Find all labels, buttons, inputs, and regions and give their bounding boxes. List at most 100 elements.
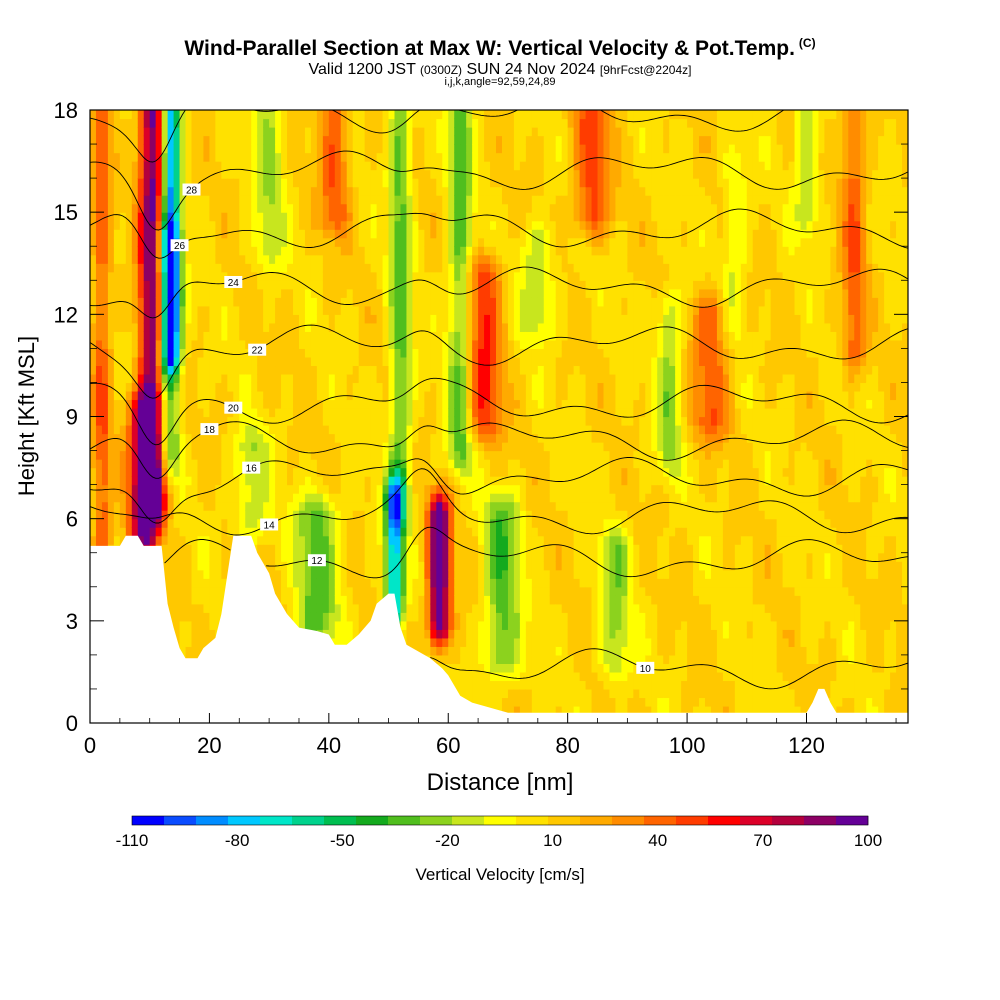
w-cell bbox=[376, 459, 384, 469]
w-cell bbox=[221, 433, 228, 443]
w-cell bbox=[185, 144, 193, 154]
w-cell bbox=[340, 484, 348, 494]
w-cell bbox=[275, 297, 282, 307]
w-cell bbox=[460, 254, 467, 264]
w-cell bbox=[454, 578, 461, 588]
w-cell bbox=[251, 246, 258, 256]
w-cell bbox=[346, 135, 354, 145]
w-cell bbox=[460, 305, 467, 315]
w-cell bbox=[406, 425, 414, 435]
w-cell bbox=[496, 169, 503, 179]
w-cell bbox=[418, 305, 425, 315]
w-cell bbox=[478, 169, 485, 179]
w-cell bbox=[161, 152, 169, 162]
w-cell bbox=[287, 161, 294, 171]
w-cell bbox=[346, 518, 354, 528]
w-cell bbox=[239, 305, 246, 315]
w-cell bbox=[478, 442, 485, 452]
w-cell bbox=[334, 161, 342, 171]
w-cell bbox=[340, 246, 348, 256]
w-cell bbox=[328, 212, 336, 222]
w-cell bbox=[221, 476, 228, 486]
w-cell bbox=[394, 280, 402, 290]
w-cell bbox=[352, 493, 360, 503]
w-cell bbox=[406, 399, 414, 409]
w-cell bbox=[322, 484, 330, 494]
w-cell bbox=[406, 603, 414, 613]
w-cell bbox=[472, 348, 479, 358]
w-cell bbox=[298, 433, 306, 443]
w-cell bbox=[215, 110, 222, 120]
w-cell bbox=[430, 127, 437, 137]
w-cell bbox=[298, 356, 306, 367]
w-cell bbox=[358, 484, 366, 494]
w-cell bbox=[454, 399, 461, 409]
w-cell bbox=[412, 152, 419, 162]
w-cell bbox=[501, 629, 509, 639]
w-cell bbox=[394, 356, 402, 367]
w-cell bbox=[90, 186, 97, 196]
w-cell bbox=[215, 297, 222, 307]
w-cell bbox=[131, 152, 139, 162]
w-cell bbox=[155, 144, 163, 154]
w-cell bbox=[442, 552, 449, 562]
w-cell bbox=[95, 203, 103, 213]
w-cell bbox=[478, 348, 485, 358]
w-cell bbox=[364, 339, 372, 349]
w-cell bbox=[364, 578, 372, 588]
w-cell bbox=[95, 246, 103, 256]
w-cell bbox=[197, 356, 205, 367]
w-cell bbox=[95, 501, 103, 511]
w-cell bbox=[179, 297, 187, 307]
w-cell bbox=[304, 280, 312, 290]
w-cell bbox=[490, 118, 497, 128]
w-cell bbox=[388, 425, 396, 435]
w-cell bbox=[316, 314, 324, 324]
w-cell bbox=[484, 586, 491, 596]
w-cell bbox=[412, 433, 419, 443]
w-cell bbox=[203, 416, 211, 426]
w-cell bbox=[448, 510, 455, 520]
w-cell bbox=[161, 535, 169, 545]
w-cell bbox=[340, 578, 348, 588]
w-cell bbox=[472, 356, 479, 367]
w-cell bbox=[125, 144, 133, 154]
w-cell bbox=[370, 220, 378, 230]
w-cell bbox=[352, 186, 360, 196]
w-cell bbox=[490, 442, 497, 452]
w-cell bbox=[173, 459, 181, 469]
w-cell bbox=[460, 110, 467, 120]
w-cell bbox=[328, 314, 336, 324]
w-cell bbox=[490, 501, 497, 511]
w-cell bbox=[310, 603, 318, 613]
w-cell bbox=[113, 271, 121, 281]
w-cell bbox=[436, 322, 443, 332]
w-cell bbox=[107, 535, 115, 545]
w-cell bbox=[143, 339, 151, 349]
w-cell bbox=[394, 544, 402, 554]
w-cell bbox=[155, 220, 163, 230]
w-cell bbox=[281, 271, 288, 281]
w-cell bbox=[478, 629, 485, 639]
w-cell bbox=[310, 110, 318, 120]
w-cell bbox=[215, 433, 222, 443]
w-cell bbox=[251, 442, 258, 452]
w-cell bbox=[364, 586, 372, 596]
w-cell bbox=[149, 527, 157, 537]
w-cell bbox=[185, 322, 193, 332]
w-cell bbox=[358, 527, 366, 537]
w-cell bbox=[448, 271, 455, 281]
w-cell bbox=[466, 493, 473, 503]
w-cell bbox=[281, 425, 288, 435]
w-cell bbox=[293, 348, 300, 358]
w-cell bbox=[340, 348, 348, 358]
w-cell bbox=[364, 501, 372, 511]
w-cell bbox=[316, 254, 324, 264]
w-cell bbox=[406, 161, 414, 171]
w-cell bbox=[209, 595, 216, 605]
w-cell bbox=[400, 161, 408, 171]
w-cell bbox=[90, 510, 97, 520]
w-cell bbox=[167, 127, 175, 137]
w-cell bbox=[412, 186, 419, 196]
w-cell bbox=[203, 169, 211, 179]
